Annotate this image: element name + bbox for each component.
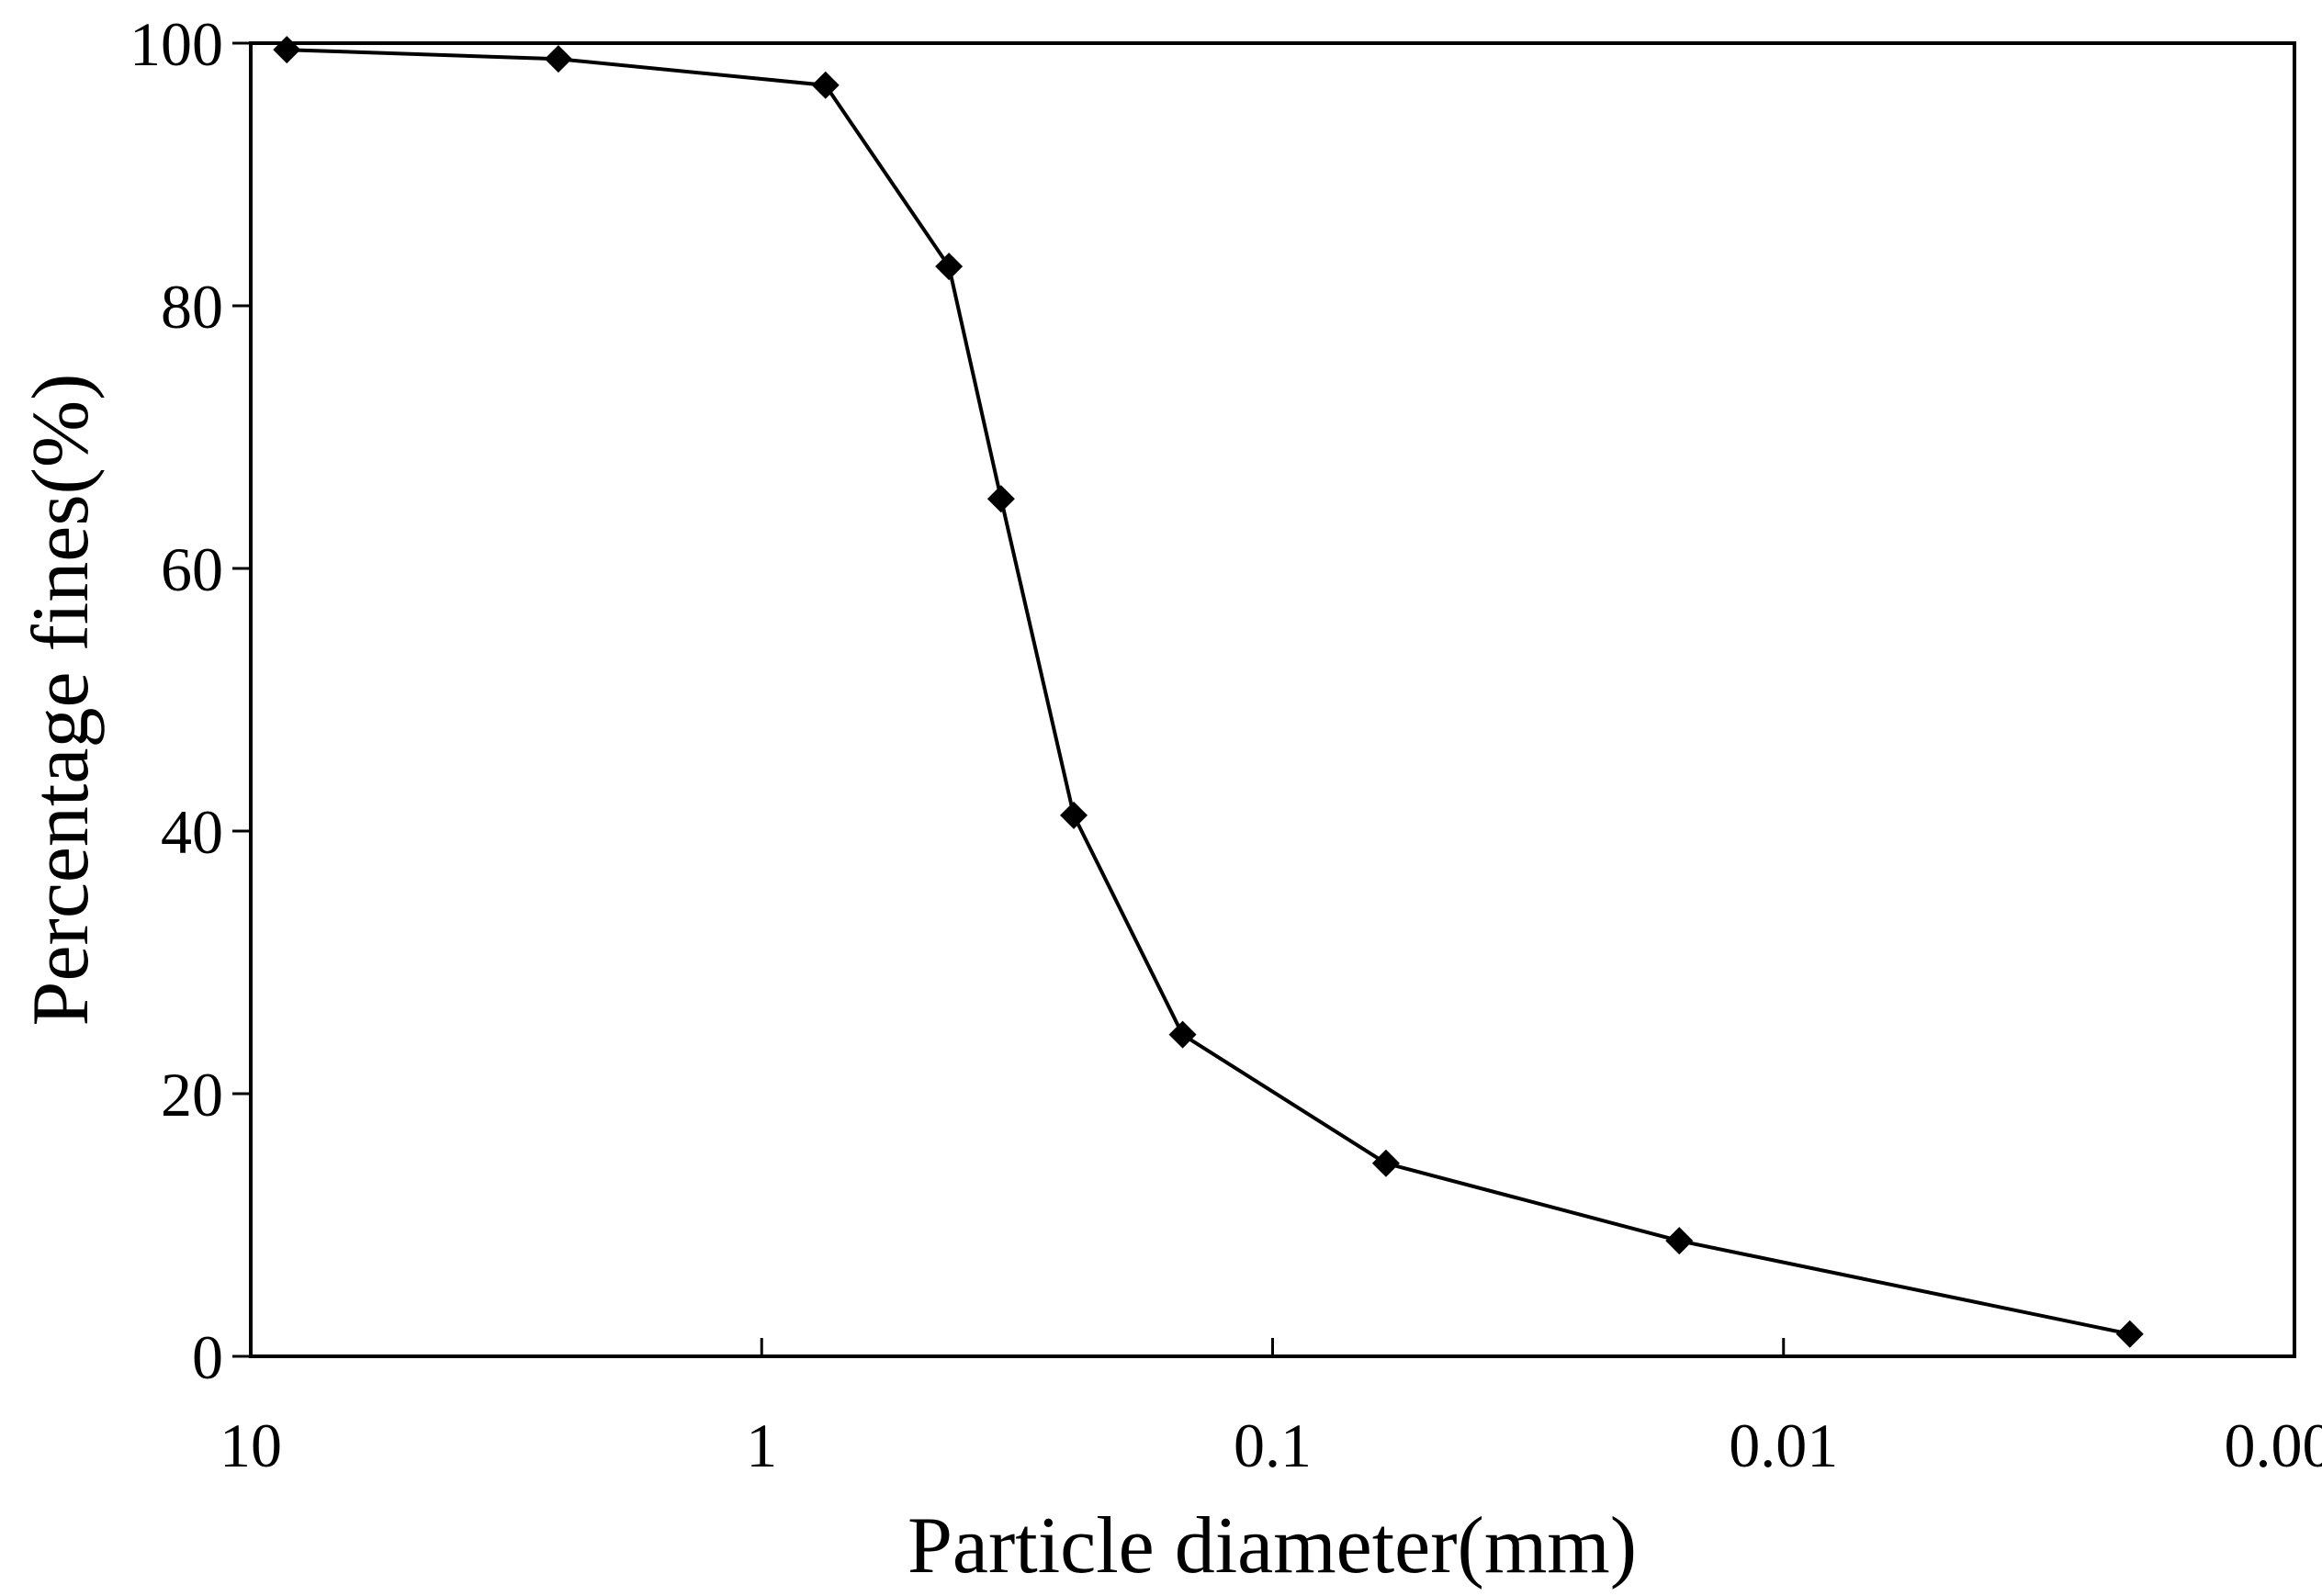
y-tick-label: 20 [161, 1060, 223, 1130]
data-point-marker [544, 45, 572, 73]
x-tick-label: 0.01 [1729, 1411, 1838, 1480]
y-axis-title: Percentage fines(%) [17, 374, 106, 1027]
x-tick-label: 0.1 [1234, 1411, 1312, 1480]
x-tick-label: 10 [220, 1411, 282, 1480]
y-tick-label: 100 [130, 9, 223, 79]
y-tick-label: 0 [192, 1322, 223, 1392]
x-tick-label: 0.001 [2225, 1411, 2322, 1480]
data-point-marker [1168, 1020, 1197, 1049]
y-tick-label: 80 [161, 272, 223, 342]
plot-frame [249, 41, 2296, 1358]
y-tick-label: 60 [161, 534, 223, 604]
data-point-marker [2115, 1320, 2144, 1348]
data-point-marker [811, 71, 840, 99]
x-axis-title: Particle diameter(mm) [907, 1501, 1637, 1590]
series-line [287, 48, 2131, 1336]
data-point-marker [1665, 1227, 1694, 1255]
x-axis-ticks: 10 1 0.1 0.01 0.001 [220, 1338, 2322, 1480]
data-point-marker [986, 485, 1015, 513]
data-point-marker [273, 36, 301, 64]
y-axis-ticks: 0 20 40 60 80 100 [130, 9, 251, 1392]
data-point-marker [1060, 801, 1088, 829]
data-point-marker [1371, 1149, 1400, 1177]
y-tick-label: 40 [161, 797, 223, 867]
x-tick-label: 1 [746, 1411, 777, 1480]
series-layer [273, 36, 2144, 1348]
data-point-marker [935, 253, 964, 281]
